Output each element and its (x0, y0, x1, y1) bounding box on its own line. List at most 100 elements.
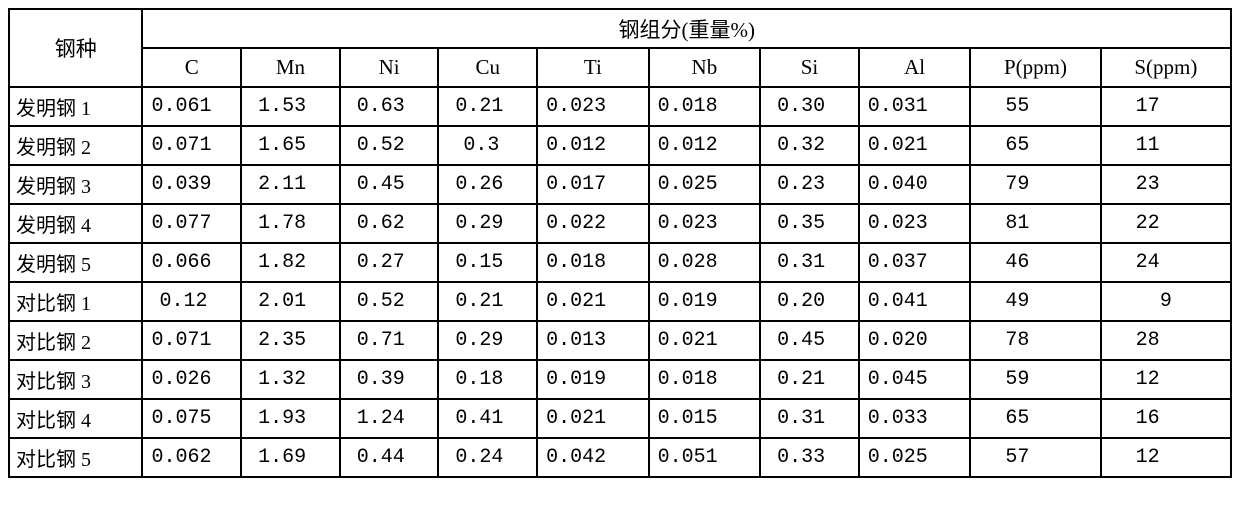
data-cell: 12 (1101, 360, 1231, 399)
data-cell: 0.062 (142, 438, 241, 477)
data-cell: 65 (970, 399, 1100, 438)
data-cell: 0.52 (340, 126, 439, 165)
data-cell: 0.30 (760, 87, 859, 126)
column-header: C (142, 48, 241, 87)
data-cell: 0.3 (438, 126, 537, 165)
data-cell: 1.53 (241, 87, 340, 126)
data-cell: 81 (970, 204, 1100, 243)
data-cell: 65 (970, 126, 1100, 165)
table-row: 对比钢 50.0621.690.440.240.0420.0510.330.02… (9, 438, 1231, 477)
data-cell: 1.93 (241, 399, 340, 438)
data-cell: 11 (1101, 126, 1231, 165)
data-cell: 16 (1101, 399, 1231, 438)
data-cell: 1.24 (340, 399, 439, 438)
column-header: Ti (537, 48, 649, 87)
data-cell: 2.11 (241, 165, 340, 204)
table-row: 对比钢 40.0751.931.240.410.0210.0150.310.03… (9, 399, 1231, 438)
row-label: 发明钢 1 (9, 87, 142, 126)
table-header: 钢种 钢组分(重量%) CMnNiCuTiNbSiAlP(ppm)S(ppm) (9, 9, 1231, 87)
data-cell: 0.20 (760, 282, 859, 321)
data-cell: 0.24 (438, 438, 537, 477)
data-cell: 0.71 (340, 321, 439, 360)
data-cell: 0.52 (340, 282, 439, 321)
table-row: 对比钢 20.0712.350.710.290.0130.0210.450.02… (9, 321, 1231, 360)
row-label: 对比钢 3 (9, 360, 142, 399)
data-cell: 12 (1101, 438, 1231, 477)
row-label: 发明钢 4 (9, 204, 142, 243)
data-cell: 0.41 (438, 399, 537, 438)
data-cell: 0.29 (438, 321, 537, 360)
data-cell: 59 (970, 360, 1100, 399)
data-cell: 0.045 (859, 360, 971, 399)
data-cell: 0.025 (649, 165, 761, 204)
column-header: Si (760, 48, 859, 87)
data-cell: 0.077 (142, 204, 241, 243)
data-cell: 0.061 (142, 87, 241, 126)
data-cell: 0.012 (537, 126, 649, 165)
header-corner: 钢种 (9, 9, 142, 87)
row-label: 对比钢 2 (9, 321, 142, 360)
data-cell: 0.066 (142, 243, 241, 282)
data-cell: 0.35 (760, 204, 859, 243)
data-cell: 0.019 (649, 282, 761, 321)
data-cell: 0.15 (438, 243, 537, 282)
column-header: Cu (438, 48, 537, 87)
table-row: 对比钢 30.0261.320.390.180.0190.0180.210.04… (9, 360, 1231, 399)
data-cell: 0.21 (438, 87, 537, 126)
row-label: 发明钢 5 (9, 243, 142, 282)
table-body: 发明钢 10.0611.530.630.210.0230.0180.300.03… (9, 87, 1231, 477)
data-cell: 0.18 (438, 360, 537, 399)
data-cell: 9 (1101, 282, 1231, 321)
data-cell: 0.21 (760, 360, 859, 399)
column-header: S(ppm) (1101, 48, 1231, 87)
data-cell: 0.018 (649, 360, 761, 399)
data-cell: 0.039 (142, 165, 241, 204)
data-cell: 1.32 (241, 360, 340, 399)
header-group: 钢组分(重量%) (142, 9, 1231, 48)
data-cell: 0.63 (340, 87, 439, 126)
data-cell: 1.82 (241, 243, 340, 282)
data-cell: 79 (970, 165, 1100, 204)
data-cell: 57 (970, 438, 1100, 477)
data-cell: 22 (1101, 204, 1231, 243)
data-cell: 0.27 (340, 243, 439, 282)
data-cell: 49 (970, 282, 1100, 321)
data-cell: 0.39 (340, 360, 439, 399)
data-cell: 28 (1101, 321, 1231, 360)
data-cell: 2.01 (241, 282, 340, 321)
data-cell: 0.019 (537, 360, 649, 399)
data-cell: 0.040 (859, 165, 971, 204)
data-cell: 0.021 (649, 321, 761, 360)
data-cell: 0.031 (859, 87, 971, 126)
data-cell: 0.021 (537, 282, 649, 321)
data-cell: 23 (1101, 165, 1231, 204)
data-cell: 46 (970, 243, 1100, 282)
data-cell: 0.023 (649, 204, 761, 243)
header-row-2: CMnNiCuTiNbSiAlP(ppm)S(ppm) (9, 48, 1231, 87)
data-cell: 0.021 (537, 399, 649, 438)
data-cell: 0.071 (142, 126, 241, 165)
data-cell: 0.015 (649, 399, 761, 438)
data-cell: 0.12 (142, 282, 241, 321)
data-cell: 0.018 (649, 87, 761, 126)
data-cell: 0.071 (142, 321, 241, 360)
data-cell: 0.021 (859, 126, 971, 165)
data-cell: 0.042 (537, 438, 649, 477)
data-cell: 0.026 (142, 360, 241, 399)
data-cell: 0.075 (142, 399, 241, 438)
data-cell: 0.023 (537, 87, 649, 126)
data-cell: 0.022 (537, 204, 649, 243)
data-cell: 0.32 (760, 126, 859, 165)
data-cell: 1.69 (241, 438, 340, 477)
row-label: 对比钢 4 (9, 399, 142, 438)
row-label: 对比钢 5 (9, 438, 142, 477)
data-cell: 0.29 (438, 204, 537, 243)
data-cell: 0.33 (760, 438, 859, 477)
row-label: 发明钢 2 (9, 126, 142, 165)
column-header: Ni (340, 48, 439, 87)
table-row: 发明钢 40.0771.780.620.290.0220.0230.350.02… (9, 204, 1231, 243)
column-header: P(ppm) (970, 48, 1100, 87)
data-cell: 0.051 (649, 438, 761, 477)
table-row: 发明钢 50.0661.820.270.150.0180.0280.310.03… (9, 243, 1231, 282)
data-cell: 0.45 (760, 321, 859, 360)
